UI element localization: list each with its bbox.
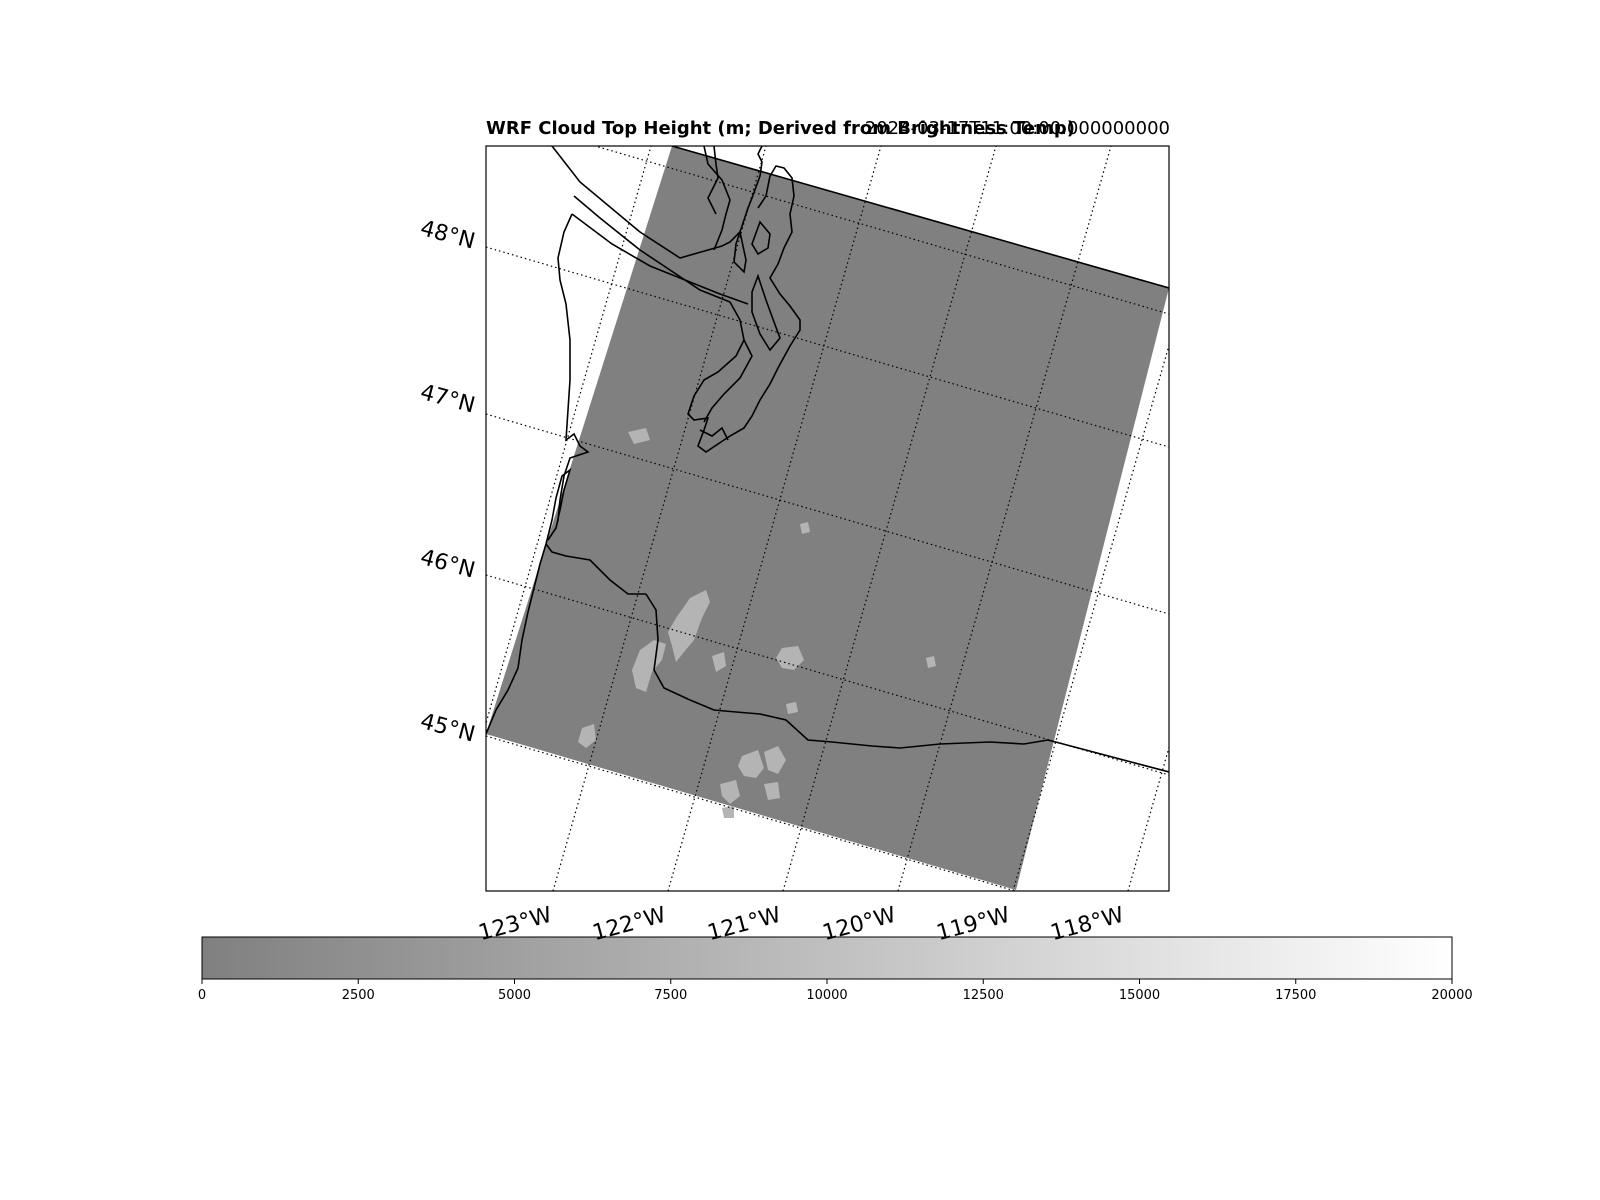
valid-time: 2024-03-17T11:00:00.000000000 [864, 118, 1170, 139]
oregon-coast [486, 543, 547, 735]
sound-island [751, 273, 781, 352]
cloud-patches [578, 428, 936, 818]
gridline [667, 146, 882, 891]
gridline [897, 146, 1112, 891]
gridline [486, 574, 1169, 776]
sound-inlet-2 [699, 426, 729, 441]
axes-frame [485, 145, 1170, 892]
north-sound [703, 146, 731, 251]
cloud-patch [786, 702, 798, 714]
colorbar-tick-label: 12500 [962, 988, 1004, 1003]
cloud-patch [722, 806, 734, 818]
colorbar-tick-label: 15000 [1118, 988, 1161, 1003]
id-or-border [1047, 739, 1169, 773]
gridline [486, 413, 1169, 615]
colorbar-tick-label: 7500 [654, 988, 688, 1003]
gridline [486, 146, 652, 726]
puget-sound [687, 165, 801, 453]
cloud-patch [712, 652, 726, 672]
colorbar-tick-label: 5000 [497, 988, 532, 1003]
colorbar-tick-label: 2500 [341, 988, 375, 1003]
coastlines [486, 146, 1169, 773]
cloud-patch [738, 750, 764, 778]
washington-coast [551, 146, 763, 259]
colorbar-ticks [201, 979, 1453, 984]
wa-or-border [645, 593, 1049, 749]
cloud-patch [800, 522, 810, 534]
puget-sound-inner [751, 220, 771, 256]
gridline [1012, 343, 1169, 891]
cloud-patch [764, 746, 786, 774]
gridline [552, 146, 767, 891]
colorbar-tick-label: 17500 [1275, 988, 1317, 1003]
gridline [782, 146, 997, 891]
sound-inlet [733, 228, 747, 274]
cloud-patch [668, 590, 710, 662]
gridline [593, 146, 1169, 315]
outer-coast [545, 213, 590, 545]
map-title: WRF Cloud Top Height (m; Derived from Br… [486, 118, 1075, 139]
cloud-patch [632, 640, 666, 692]
cloud-patch [776, 646, 804, 670]
cloud-patch [578, 724, 596, 748]
colorbar [201, 936, 1453, 980]
gridline [1127, 745, 1169, 891]
cloud-patch [926, 656, 936, 668]
colorbar-tick-label: 10000 [806, 988, 848, 1003]
colorbar-tick-label: 0 [197, 988, 207, 1003]
cloud-patch [720, 780, 740, 804]
strait-south-shore [573, 195, 731, 303]
gridline [486, 246, 1169, 448]
cloud-patch [628, 428, 650, 444]
strait-north-shore [571, 213, 749, 305]
cloud-top-height-field [486, 146, 1169, 890]
columbia-river [545, 543, 646, 595]
hood-canal [703, 339, 753, 423]
colorbar-tick-label: 20000 [1431, 988, 1473, 1003]
gridlines [486, 146, 1169, 891]
cloud-patch [764, 782, 780, 800]
domain-top-edge [671, 146, 1169, 289]
gridline [486, 735, 1018, 891]
